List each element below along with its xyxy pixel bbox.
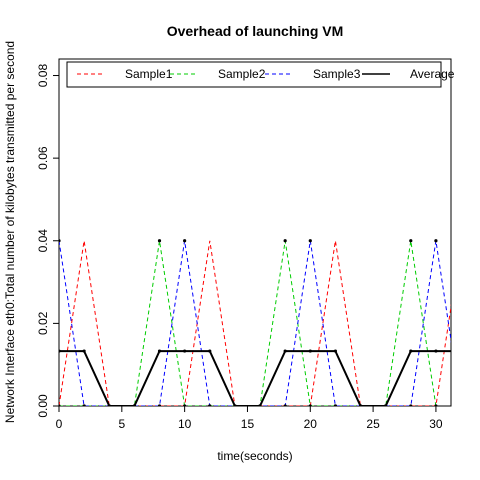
data-point-average [459,349,462,352]
data-point-sample2 [157,239,162,243]
series-line-average [59,350,451,406]
data-point-average [358,404,363,406]
data-point-sample3 [308,239,312,243]
plot-area [59,239,462,407]
x-tick-label: 0 [56,417,63,431]
plot-frame [58,58,452,407]
data-point-sample2 [283,239,287,243]
chart-title: Overhead of launching VM [167,23,344,39]
data-point-sample3 [157,404,162,406]
data-point-sample3 [459,404,462,407]
data-point-sample3 [59,239,61,243]
data-point-average [434,349,438,353]
data-point-average [82,349,86,353]
x-tick-label: 15 [241,417,255,431]
data-point-sample3 [183,239,187,243]
legend-label-sample2: Sample2 [218,67,266,81]
legend-label-sample3: Sample3 [313,67,361,81]
series-line-sample1 [59,240,451,406]
data-point-average [183,349,187,353]
data-point-sample3 [434,239,438,243]
data-point-sample2 [308,404,312,406]
data-point-average [283,349,287,353]
data-point-average [208,349,212,353]
data-point-sample3 [208,404,212,406]
data-point-sample3 [82,404,86,406]
data-point-sample2 [409,239,413,243]
data-point-average [258,404,262,406]
data-point-sample2 [59,404,61,406]
data-point-average [132,404,136,406]
data-point-average [333,349,338,353]
y-tick-label: 0.08 [36,64,50,88]
y-tick-label: 0.02 [36,311,50,335]
data-point-sample2 [183,404,187,406]
data-point-sample3 [283,404,287,406]
data-point-sample2 [434,404,438,406]
y-tick-label: 0.00 [36,394,50,418]
data-point-average [384,404,388,406]
x-tick-label: 5 [118,417,125,431]
series-line-sample3 [59,240,451,406]
y-tick-label: 0.06 [36,146,50,170]
data-point-average [409,349,413,353]
legend-label-sample1: Sample1 [125,67,173,81]
data-point-sample3 [333,404,338,406]
series-line-sample2 [59,240,437,406]
y-tick-label: 0.04 [36,229,50,253]
x-axis-label: time(seconds) [217,449,292,463]
x-tick-label: 10 [178,417,192,431]
axes: 0 5 10 15 20 25 30 0.00 0.02 0.04 0.06 0.08 [36,58,452,431]
x-tick-label: 30 [429,417,443,431]
legend: Sample1 Sample2 Sample3 Average [66,61,455,88]
data-point-average [233,404,237,406]
x-tick-label: 25 [366,417,380,431]
x-tick-label: 20 [304,417,318,431]
data-point-average [157,349,162,353]
y-axis-label: Network Interface eth0:Total number of k… [3,41,17,423]
data-point-sample3 [409,404,413,406]
data-point-average [107,404,111,406]
legend-label-average: Average [410,67,455,81]
data-point-average [308,349,312,353]
data-point-average [59,349,61,353]
